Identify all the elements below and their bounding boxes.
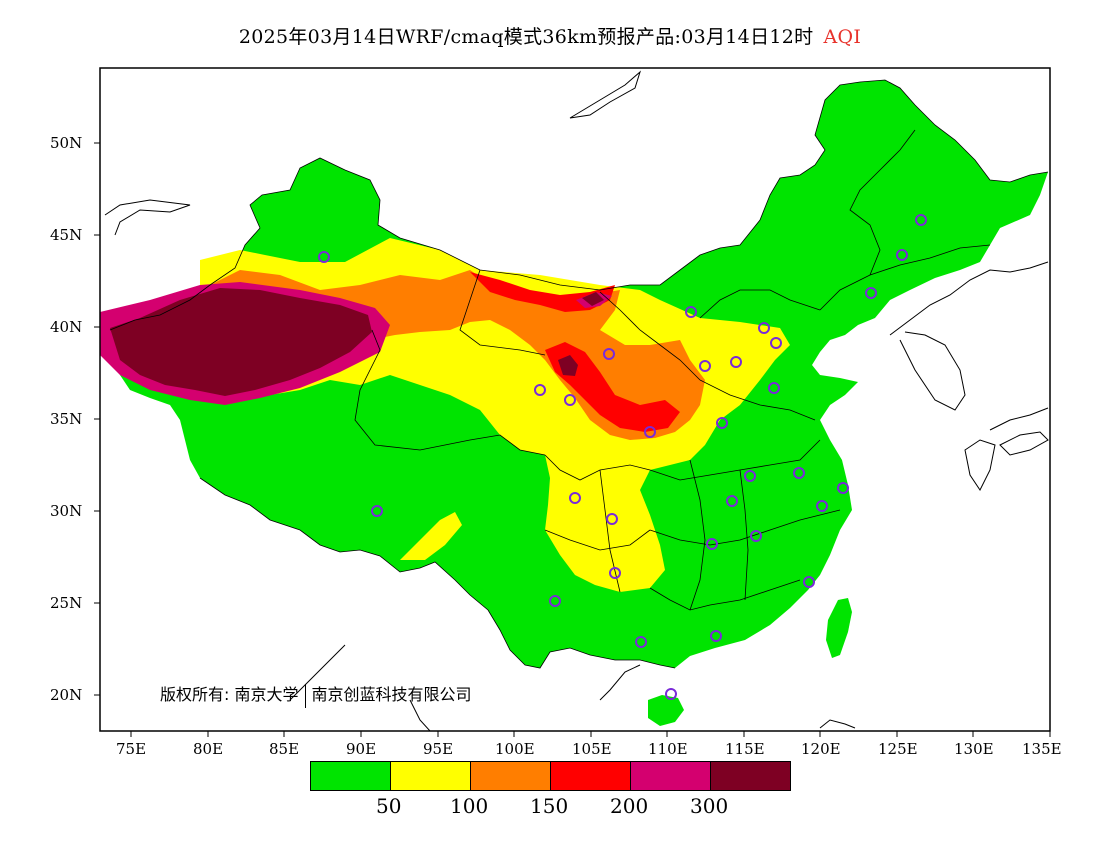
aqi-region-hazardous-dot bbox=[558, 355, 578, 376]
title-main: 2025年03月14日WRF/cmaq模式36km预报产品:03月14日12时 bbox=[238, 26, 814, 48]
lat-label-25n: 25N bbox=[50, 594, 83, 612]
station-marker bbox=[758, 322, 770, 334]
lat-label-45n: 45N bbox=[50, 226, 83, 244]
station-marker bbox=[837, 482, 849, 494]
station-marker bbox=[371, 505, 383, 517]
station-marker bbox=[665, 688, 677, 700]
lon-label-120e: 120E bbox=[801, 740, 841, 758]
legend-tick-50: 50 bbox=[376, 794, 402, 818]
aqi-region-unhealthy-central bbox=[545, 342, 680, 432]
station-marker bbox=[768, 382, 780, 394]
lon-label-100e: 100E bbox=[495, 740, 535, 758]
copyright-separator bbox=[304, 683, 306, 708]
lon-label-95e: 95E bbox=[423, 740, 454, 758]
station-marker bbox=[750, 530, 762, 542]
aqi-region-hazardous-ne bbox=[582, 292, 604, 306]
lon-label-85e: 85E bbox=[269, 740, 300, 758]
station-marker bbox=[793, 467, 805, 479]
lon-label-125e: 125E bbox=[878, 740, 918, 758]
lat-label-35n: 35N bbox=[50, 410, 83, 428]
legend-swatch-moderate bbox=[390, 761, 471, 791]
station-marker bbox=[770, 337, 782, 349]
boundaries bbox=[109, 79, 1049, 669]
lon-label-135e: 135E bbox=[1022, 740, 1062, 758]
legend-tick-200: 200 bbox=[610, 794, 649, 818]
station-marker bbox=[915, 214, 927, 226]
map-frame bbox=[99, 67, 1051, 732]
lon-label-105e: 105E bbox=[572, 740, 612, 758]
taiwan-island bbox=[826, 598, 852, 658]
lon-label-75e: 75E bbox=[116, 740, 147, 758]
lat-label-40n: 40N bbox=[50, 318, 83, 336]
legend-swatch-good bbox=[310, 761, 391, 791]
legend-swatch-very-unhealthy bbox=[630, 761, 711, 791]
map-title: 2025年03月14日WRF/cmaq模式36km预报产品:03月14日12时 A… bbox=[0, 22, 1100, 49]
station-marker bbox=[816, 500, 828, 512]
station-marker bbox=[710, 630, 722, 642]
legend-tick-100: 100 bbox=[450, 794, 489, 818]
station-marker bbox=[603, 348, 615, 360]
station-marker bbox=[609, 567, 621, 579]
lon-label-110e: 110E bbox=[648, 740, 688, 758]
station-marker bbox=[865, 287, 877, 299]
station-marker bbox=[699, 360, 711, 372]
map-content bbox=[100, 70, 1049, 731]
legend-tick-300: 300 bbox=[690, 794, 729, 818]
station-marker bbox=[549, 595, 561, 607]
legend-swatch-unhealthy bbox=[550, 761, 631, 791]
station-marker bbox=[534, 384, 546, 396]
legend-swatch-hazardous bbox=[710, 761, 791, 791]
copyright-org1: 南京大学 bbox=[234, 685, 299, 704]
station-marker bbox=[706, 538, 718, 550]
lon-label-80e: 80E bbox=[193, 740, 224, 758]
hainan-island bbox=[648, 695, 684, 726]
station-marker bbox=[318, 251, 330, 263]
aqi-region-moderate-sw bbox=[400, 512, 462, 560]
coastlines bbox=[104, 70, 1049, 731]
lon-label-115e: 115E bbox=[725, 740, 765, 758]
station-marker bbox=[744, 470, 756, 482]
lat-label-20n: 20N bbox=[50, 686, 83, 704]
station-marker bbox=[730, 356, 742, 368]
axis-ticks bbox=[94, 142, 1051, 737]
title-variable: AQI bbox=[823, 26, 862, 48]
copyright-notice: 版权所有: 南京大学 南京创蓝科技有限公司 bbox=[160, 681, 472, 708]
station-marker bbox=[896, 249, 908, 261]
copyright-prefix: 版权所有: bbox=[160, 685, 230, 704]
station-marker bbox=[569, 492, 581, 504]
station-marker bbox=[716, 417, 728, 429]
lat-label-30n: 30N bbox=[50, 502, 83, 520]
station-marker bbox=[685, 306, 697, 318]
aqi-region-hazardous bbox=[110, 288, 372, 396]
legend-tick-150: 150 bbox=[530, 794, 569, 818]
station-marker bbox=[644, 426, 656, 438]
lat-label-50n: 50N bbox=[50, 134, 83, 152]
lon-label-90e: 90E bbox=[346, 740, 377, 758]
station-markers bbox=[318, 214, 927, 700]
station-marker bbox=[564, 394, 576, 406]
station-marker bbox=[606, 513, 618, 525]
copyright-org2: 南京创蓝科技有限公司 bbox=[311, 685, 472, 704]
station-marker bbox=[803, 576, 815, 588]
station-marker bbox=[726, 495, 738, 507]
legend-swatch-usg bbox=[470, 761, 551, 791]
lon-label-130e: 130E bbox=[954, 740, 994, 758]
station-marker bbox=[635, 636, 647, 648]
